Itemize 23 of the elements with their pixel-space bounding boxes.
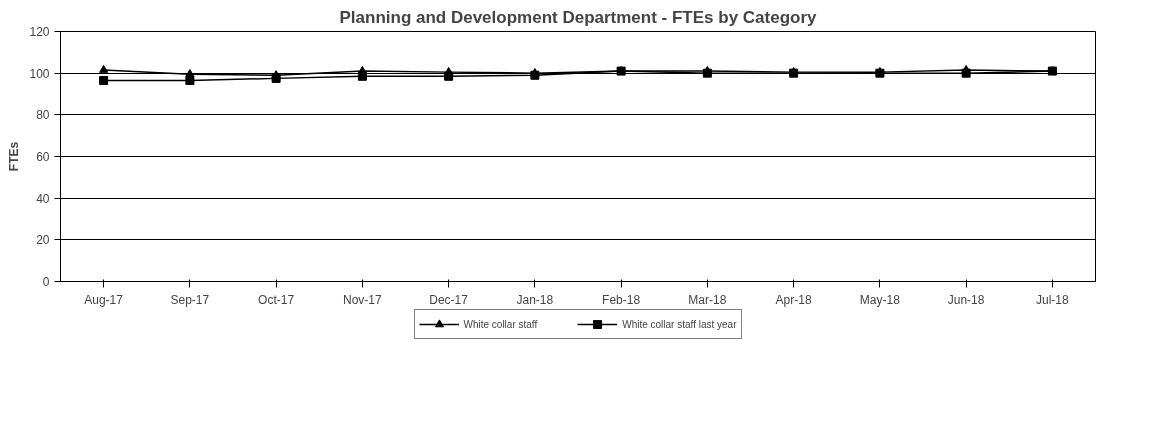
x-tick-label: Jan-18 — [516, 292, 554, 307]
legend-label: White collar staff — [463, 318, 538, 330]
chart-title: Planning and Development Department - FTEs by Category — [339, 7, 818, 27]
y-tick-label: 120 — [29, 25, 50, 39]
y-tick-label: 60 — [36, 150, 50, 164]
y-tick-label: 80 — [36, 108, 50, 123]
y-tick-label: 40 — [36, 191, 50, 206]
x-tick-label: Jul-18 — [1036, 292, 1070, 307]
y-tick-label: 0 — [42, 275, 50, 289]
x-tick-label: May-18 — [859, 292, 901, 307]
y-tick-label: 100 — [29, 66, 50, 81]
x-tick-label: Feb-18 — [602, 292, 641, 307]
x-tick-label: Nov-17 — [343, 292, 383, 307]
x-tick-label: Aug-17 — [84, 292, 124, 307]
x-tick-label: Jun-18 — [947, 292, 985, 307]
x-tick-label: Apr-18 — [775, 292, 812, 307]
x-tick-label: Sep-17 — [170, 292, 210, 307]
x-tick-label: Mar-18 — [688, 292, 727, 307]
x-tick-label: Oct-17 — [258, 292, 295, 307]
x-tick-label: Dec-17 — [429, 292, 469, 307]
y-axis-title: FTEs — [7, 141, 22, 172]
legend-label: White collar staff last year — [622, 318, 737, 330]
y-tick-label: 20 — [36, 233, 50, 248]
